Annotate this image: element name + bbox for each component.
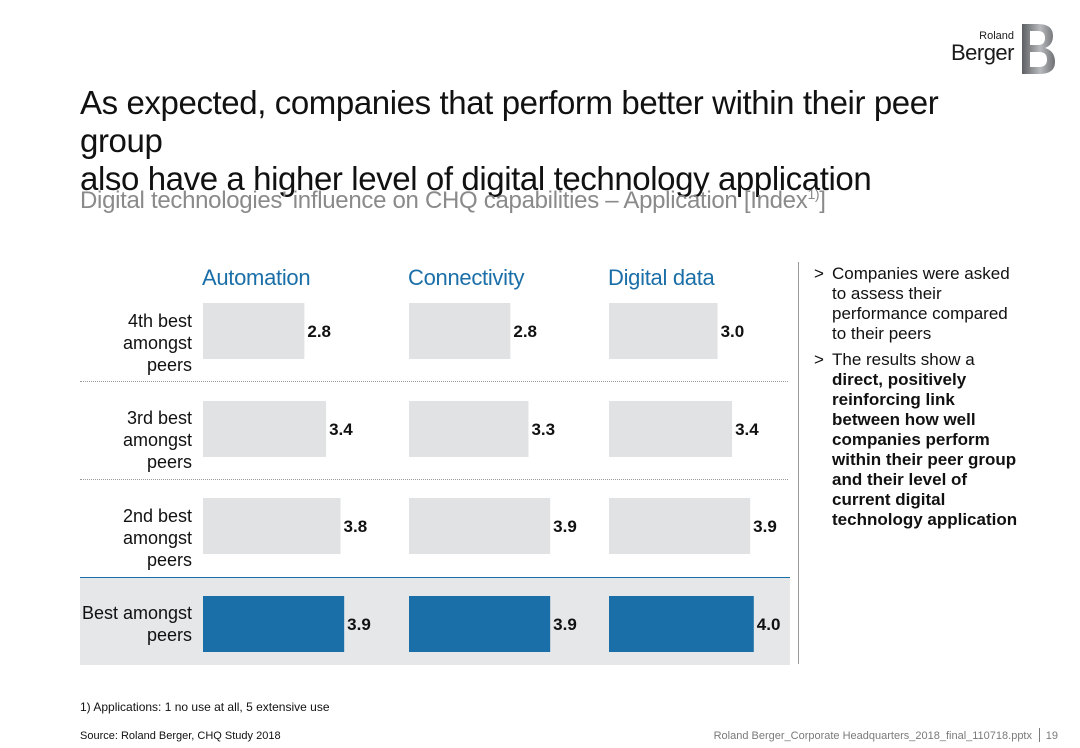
chart-subtitle: Digital technologies' influence on CHQ c…	[80, 186, 826, 215]
data-label-digital-data-3rd-best-amongst-peers: 3.4	[735, 420, 759, 439]
bar-connectivity-best-amongst-peers	[409, 596, 551, 652]
data-label-automation-3rd-best-amongst-peers: 3.4	[329, 420, 353, 439]
key-point-item: Companies were asked to assess their per…	[814, 264, 1024, 344]
row-label-line: amongst peers	[122, 528, 192, 570]
row-label-line: Best amongst	[81, 603, 192, 623]
bar-connectivity-4th-best-amongst-peers	[409, 303, 511, 359]
key-point-bold-text: direct, positively reinforcing link betw…	[832, 370, 1018, 529]
data-label-connectivity-4th-best-amongst-peers: 2.8	[513, 322, 537, 341]
row-label-line: peers	[146, 625, 192, 645]
title-line-1: As expected, companies that perform bett…	[80, 84, 939, 159]
data-label-connectivity-3rd-best-amongst-peers: 3.3	[531, 420, 555, 439]
row-divider	[80, 479, 788, 480]
data-label-automation-2nd-best-amongst-peers: 3.8	[344, 517, 368, 536]
logo-text-big: Berger	[950, 40, 1015, 65]
subtitle-close: ]	[819, 187, 826, 214]
bar-connectivity-2nd-best-amongst-peers	[409, 498, 551, 554]
bar-automation-3rd-best-amongst-peers	[203, 401, 327, 457]
row-label-line: amongst peers	[122, 333, 192, 375]
row-divider	[80, 381, 788, 382]
page-separator	[1039, 728, 1040, 742]
logo-text-small: Roland	[979, 30, 1014, 42]
row-label-line: amongst peers	[122, 430, 192, 472]
key-point-text: The results show a	[832, 350, 975, 369]
data-label-digital-data-4th-best-amongst-peers: 3.0	[721, 322, 745, 341]
key-point-text: Companies were asked to assess their per…	[832, 264, 1010, 343]
bar-automation-best-amongst-peers	[203, 596, 345, 652]
row-label-line: 2nd best	[122, 506, 192, 526]
logo-b-mark-icon	[1022, 24, 1055, 74]
category-label-automation: Automation	[202, 265, 311, 290]
page-title: As expected, companies that perform bett…	[80, 84, 1010, 198]
data-label-digital-data-best-amongst-peers: 4.0	[757, 615, 781, 634]
bar-digital-data-3rd-best-amongst-peers	[609, 401, 733, 457]
key-point-item: The results show a direct, positively re…	[814, 350, 1024, 530]
bar-digital-data-4th-best-amongst-peers	[609, 303, 718, 359]
bar-automation-2nd-best-amongst-peers	[203, 498, 341, 554]
data-label-connectivity-best-amongst-peers: 3.9	[553, 615, 577, 634]
category-label-connectivity: Connectivity	[408, 265, 525, 290]
bar-digital-data-2nd-best-amongst-peers	[609, 498, 751, 554]
source-note: Source: Roland Berger, CHQ Study 2018	[80, 730, 281, 742]
row-label-line: 4th best	[127, 311, 192, 331]
subtitle-footnote-ref: 1)	[807, 186, 820, 202]
data-label-automation-4th-best-amongst-peers: 2.8	[307, 322, 331, 341]
data-label-connectivity-2nd-best-amongst-peers: 3.9	[553, 517, 577, 536]
row-label-3rd-best: 3rd best amongst peers	[80, 407, 192, 473]
data-label-automation-best-amongst-peers: 3.9	[347, 615, 371, 634]
row-label-best: Best amongst peers	[80, 602, 192, 646]
row-label-line: 3rd best	[126, 408, 192, 428]
data-label-digital-data-2nd-best-amongst-peers: 3.9	[753, 517, 777, 536]
bar-automation-4th-best-amongst-peers	[203, 303, 305, 359]
bar-connectivity-3rd-best-amongst-peers	[409, 401, 529, 457]
subtitle-text: Digital technologies' influence on CHQ c…	[80, 187, 808, 214]
title-line-2: also have a higher level of digital tech…	[80, 160, 872, 197]
vertical-divider	[798, 262, 799, 664]
category-label-digital-data: Digital data	[608, 265, 715, 290]
key-points-list: Companies were asked to assess their per…	[814, 264, 1024, 536]
file-name: Roland Berger_Corporate Headquarters_201…	[713, 730, 1032, 742]
row-label-2nd-best: 2nd best amongst peers	[80, 505, 192, 571]
roland-berger-logo: Roland Berger	[946, 22, 1056, 76]
bar-digital-data-best-amongst-peers	[609, 596, 754, 652]
bar-chart: 2.8 3.4 3.8 3.9 2.8 3.3 3.9 3.9 3.0 3.4 3.9 4.0	[203, 303, 781, 652]
footnote: 1) Applications: 1 no use at all, 5 exte…	[80, 700, 330, 714]
page-number: 19	[1045, 730, 1058, 742]
row-label-4th-best: 4th best amongst peers	[80, 310, 192, 376]
